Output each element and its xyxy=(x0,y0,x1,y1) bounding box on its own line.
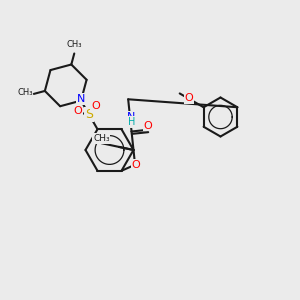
Text: N: N xyxy=(77,94,85,104)
Text: H: H xyxy=(128,117,135,127)
Text: O: O xyxy=(91,100,100,111)
Text: O: O xyxy=(74,106,82,116)
Text: O: O xyxy=(132,160,140,170)
Text: S: S xyxy=(85,108,93,121)
Text: O: O xyxy=(144,121,152,130)
Text: CH₃: CH₃ xyxy=(67,40,82,49)
Text: N: N xyxy=(127,112,136,122)
Text: CH₃: CH₃ xyxy=(18,88,33,97)
Text: CH₃: CH₃ xyxy=(93,134,110,143)
Text: N: N xyxy=(77,94,85,104)
Text: O: O xyxy=(184,93,193,103)
